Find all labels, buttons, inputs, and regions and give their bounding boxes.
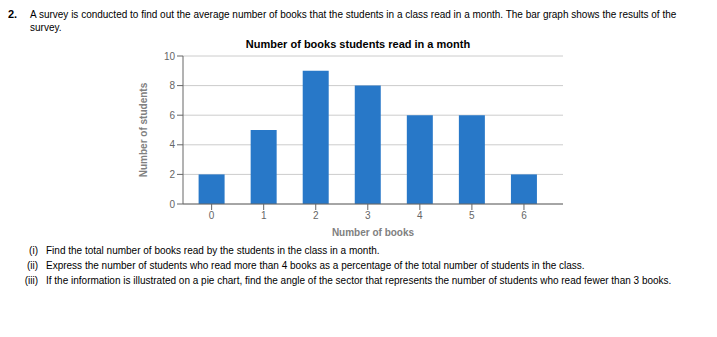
svg-text:10: 10 — [164, 51, 176, 62]
html-text:Find the total number of books: Find the total number of books read by t… — [46, 245, 380, 256]
svg-text:4: 4 — [169, 139, 175, 150]
html-text:Express the number of students: Express the number of students who read … — [46, 260, 585, 271]
svg-text:6: 6 — [521, 210, 527, 221]
html-text:Number of books students read: Number of books students read in a month — [245, 38, 471, 50]
svg-text:0: 0 — [169, 199, 175, 210]
svg-text:4: 4 — [417, 210, 423, 221]
svg-text:6: 6 — [169, 110, 175, 121]
svg-text:2: 2 — [169, 169, 175, 180]
html-text:If the information is illustra: If the information is illustrated on a p… — [46, 275, 672, 286]
svg-text:1: 1 — [261, 210, 267, 221]
svg-text:5: 5 — [469, 210, 475, 221]
html-text:(ii): (ii) — [26, 260, 38, 271]
html-text:(iii): (iii) — [24, 275, 38, 286]
html-text:A survey is conducted to find: A survey is conducted to find out the av… — [30, 9, 677, 33]
svg-text:Number of students: Number of students — [138, 82, 149, 177]
html-text:2.: 2. — [8, 8, 18, 20]
html-text:(i): (i) — [29, 245, 38, 256]
svg-text:3: 3 — [365, 210, 371, 221]
svg-text:Number of books: Number of books — [332, 227, 415, 238]
svg-text:0: 0 — [209, 210, 215, 221]
svg-text:8: 8 — [169, 80, 175, 91]
svg-text:2: 2 — [313, 210, 319, 221]
